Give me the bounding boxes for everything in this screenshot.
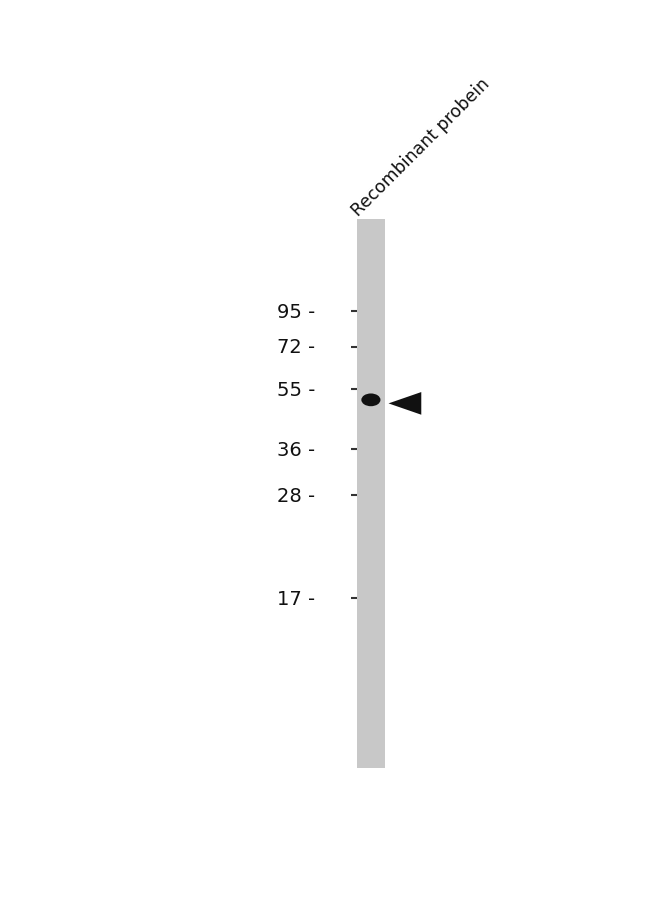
Text: 55 -: 55 -	[277, 380, 315, 399]
Text: 36 -: 36 -	[278, 440, 315, 460]
Polygon shape	[389, 392, 421, 415]
Bar	[357, 220, 385, 768]
Text: 72 -: 72 -	[278, 338, 315, 357]
Text: 28 -: 28 -	[278, 486, 315, 505]
Text: Recombinant probein: Recombinant probein	[348, 75, 493, 220]
Ellipse shape	[361, 394, 380, 407]
Text: 17 -: 17 -	[278, 589, 315, 608]
Text: 95 -: 95 -	[278, 302, 315, 322]
